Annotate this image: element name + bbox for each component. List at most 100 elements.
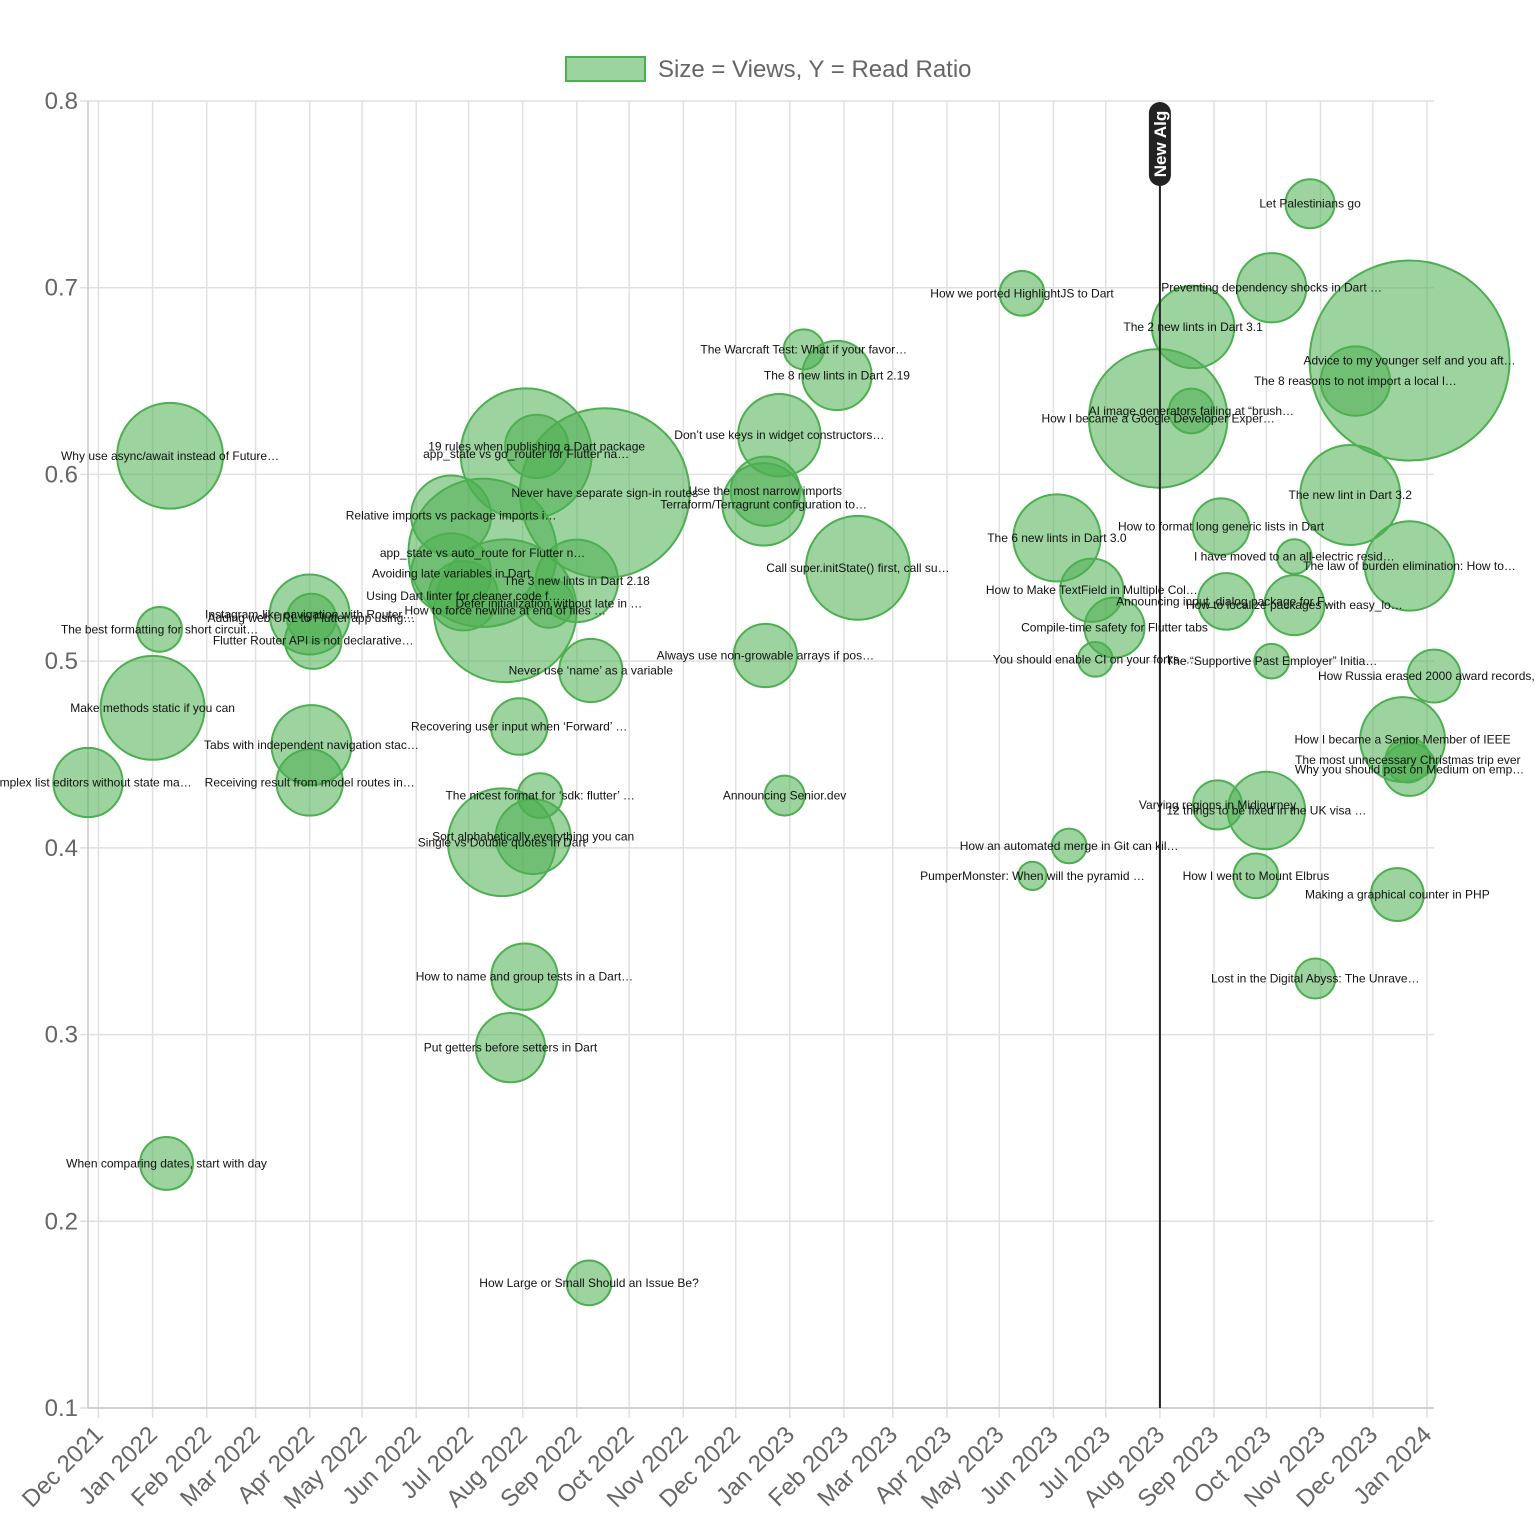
bubble-labels: Complex list editors without state ma… Th… — [0, 197, 1536, 1290]
y-tick-label: 0.5 — [45, 648, 78, 675]
bubble-label: Tabs with independent navigation stac… — [204, 738, 419, 752]
bubble-label: PumperMonster: When will the pyramid … — [920, 869, 1145, 883]
bubble-label: Why you should post on Medium on emp… — [1295, 762, 1524, 776]
bubble-label: How to localize packages with easy_lo… — [1186, 598, 1403, 612]
bubble-point[interactable] — [1232, 852, 1280, 900]
bubble-point[interactable] — [1236, 252, 1308, 324]
bubble-point[interactable] — [729, 455, 802, 527]
bubble-label: The nicest format for ‘sdk: flutter’ … — [445, 789, 634, 803]
bubble-label: How I became a Senior Member of IEEE — [1295, 733, 1511, 747]
bubble-label: The 6 new lints in Dart 3.0 — [987, 531, 1127, 545]
bubble-point[interactable] — [99, 654, 206, 761]
bubble-point[interactable] — [998, 269, 1046, 317]
bubble-point[interactable] — [116, 401, 224, 510]
bubble-point[interactable] — [565, 1259, 613, 1307]
bubble-label: 19 rules when publishing a Dart package — [428, 439, 645, 453]
bubble-label: The 3 new lints in Dart 2.18 — [504, 574, 650, 588]
bubble-point[interactable] — [1384, 736, 1432, 784]
bubble-label: Why use async/await instead of Future… — [61, 449, 279, 463]
bubble-label: Terraform/Terragrunt configuration to… — [660, 497, 867, 511]
bubble-label: Call super.initState() first, call su… — [766, 561, 949, 575]
bubble-point[interactable] — [1294, 957, 1337, 1000]
bubble-point[interactable] — [1196, 572, 1256, 631]
bubble-point[interactable] — [1319, 345, 1392, 417]
bubble-point[interactable] — [1076, 640, 1114, 678]
bubble-label: You should enable CI on your forks. … — [993, 652, 1198, 666]
bubble-label: How an automated merge in Git can kil… — [960, 839, 1179, 853]
bubble-point[interactable] — [1050, 827, 1088, 865]
bubble-point[interactable] — [516, 772, 564, 819]
bubble-point[interactable] — [1167, 387, 1215, 435]
bubble-label: How I went to Mount Elbrus — [1183, 869, 1330, 883]
y-tick-label: 0.2 — [45, 1208, 78, 1235]
bubble-point[interactable] — [1299, 443, 1402, 546]
bubble-point[interactable] — [1253, 642, 1290, 680]
bubble-label: Announcing input_dialog package for F… — [1116, 594, 1336, 608]
bubble-point[interactable] — [1191, 497, 1251, 556]
bubble-label: The 2 new lints in Dart 3.1 — [1123, 320, 1263, 334]
bubble-point[interactable] — [427, 560, 499, 632]
bubble-point[interactable] — [139, 1135, 195, 1191]
bubble-point[interactable] — [474, 1012, 547, 1084]
bubble-label: Sort alphabetically everything you can — [432, 830, 634, 844]
bubble-point[interactable] — [504, 413, 570, 480]
bubble-point[interactable] — [1276, 538, 1313, 575]
bubble-label: Don’t use keys in widget constructors… — [674, 428, 884, 442]
bubble-label: Let Palestinians go — [1259, 197, 1361, 211]
bubble-label: The 8 new lints in Dart 2.19 — [764, 368, 910, 382]
bubble-point[interactable] — [1017, 860, 1048, 892]
y-tick-label: 0.1 — [45, 1395, 78, 1422]
bubble-point[interactable] — [1263, 574, 1326, 637]
bubble-label: How to force newline at end of files … — [405, 604, 606, 618]
bubble-label: How we ported HighlightJS to Dart — [930, 286, 1114, 300]
bubble-point[interactable] — [275, 748, 344, 817]
bubble-label: Relative imports vs package imports i… — [346, 509, 557, 523]
bubble-label: How to format long generic lists in Dart — [1118, 520, 1325, 534]
legend-swatch — [565, 56, 646, 82]
bubble-point[interactable] — [782, 328, 825, 371]
y-tick-label: 0.3 — [45, 1022, 78, 1049]
bubble-point[interactable] — [1406, 648, 1462, 704]
bubble-point[interactable] — [1284, 178, 1336, 230]
bubble-label: The law of burden elimination: How to… — [1303, 559, 1516, 573]
bubble-point[interactable] — [136, 606, 183, 653]
bubble-label: Announcing Senior.dev — [723, 789, 846, 803]
bubble-point[interactable] — [489, 697, 549, 756]
bubble-point[interactable] — [558, 637, 624, 704]
bubble-point[interactable] — [285, 592, 337, 644]
bubble-point[interactable] — [804, 514, 911, 621]
bubble-label: How to Make TextField in Multiple Col… — [986, 583, 1198, 597]
bubble-point[interactable] — [1012, 493, 1102, 583]
bubble-point[interactable] — [1150, 284, 1236, 370]
bubble-label: How Russia erased 2000 award records, … — [1318, 669, 1536, 683]
legend[interactable]: Size = Views, Y = Read Ratio — [565, 56, 972, 83]
bubble-label: When comparing dates, start with day — [66, 1156, 267, 1170]
bubble-point[interactable] — [1369, 867, 1425, 922]
bubble-label: How I became a Google Developer Exper… — [1041, 411, 1274, 425]
bubble-point[interactable] — [523, 577, 575, 629]
bubble-point[interactable] — [52, 746, 124, 819]
bubble-point[interactable] — [1363, 520, 1456, 612]
bubble-label: 12 things to be fixed in the UK visa … — [1166, 804, 1366, 818]
bubble-label: Adding web URL to Flutter app using… — [208, 611, 416, 625]
bubble-point[interactable] — [763, 774, 806, 817]
bubble-label: Varying regions in Midjourney — [1139, 798, 1296, 812]
bubble-label: How Large or Small Should an Issue Be? — [479, 1276, 699, 1290]
bubble-label: Using Dart linter for cleaner code f… — [366, 589, 560, 603]
bubble-point[interactable] — [732, 622, 798, 689]
bubble-label: Advice to my younger self and you aft… — [1304, 354, 1516, 368]
y-tick-label: 0.7 — [45, 275, 78, 302]
bubble-label: I have moved to an all-electric resid… — [1194, 550, 1395, 564]
bubble-point[interactable] — [1192, 779, 1244, 831]
bubble-label: The Warcraft Test: What if your favor… — [700, 342, 907, 356]
legend-label: Size = Views, Y = Read Ratio — [658, 56, 972, 83]
bubble-label: The “Supportive Past Employer” Initia… — [1166, 654, 1377, 668]
bubble-point[interactable] — [490, 942, 559, 1011]
bubble-label: Instagram-like navigation with Router… — [205, 607, 414, 621]
bubble-label: How to name and group tests in a Dart… — [416, 970, 633, 984]
bubble-label: Always use non-growable arrays if pos… — [657, 649, 874, 663]
bubble-label: Compile-time safety for Flutter tabs — [1021, 621, 1208, 635]
new-alg-badge — [1148, 102, 1171, 186]
bubble-label: AI image generators failing at “brush… — [1089, 404, 1294, 418]
